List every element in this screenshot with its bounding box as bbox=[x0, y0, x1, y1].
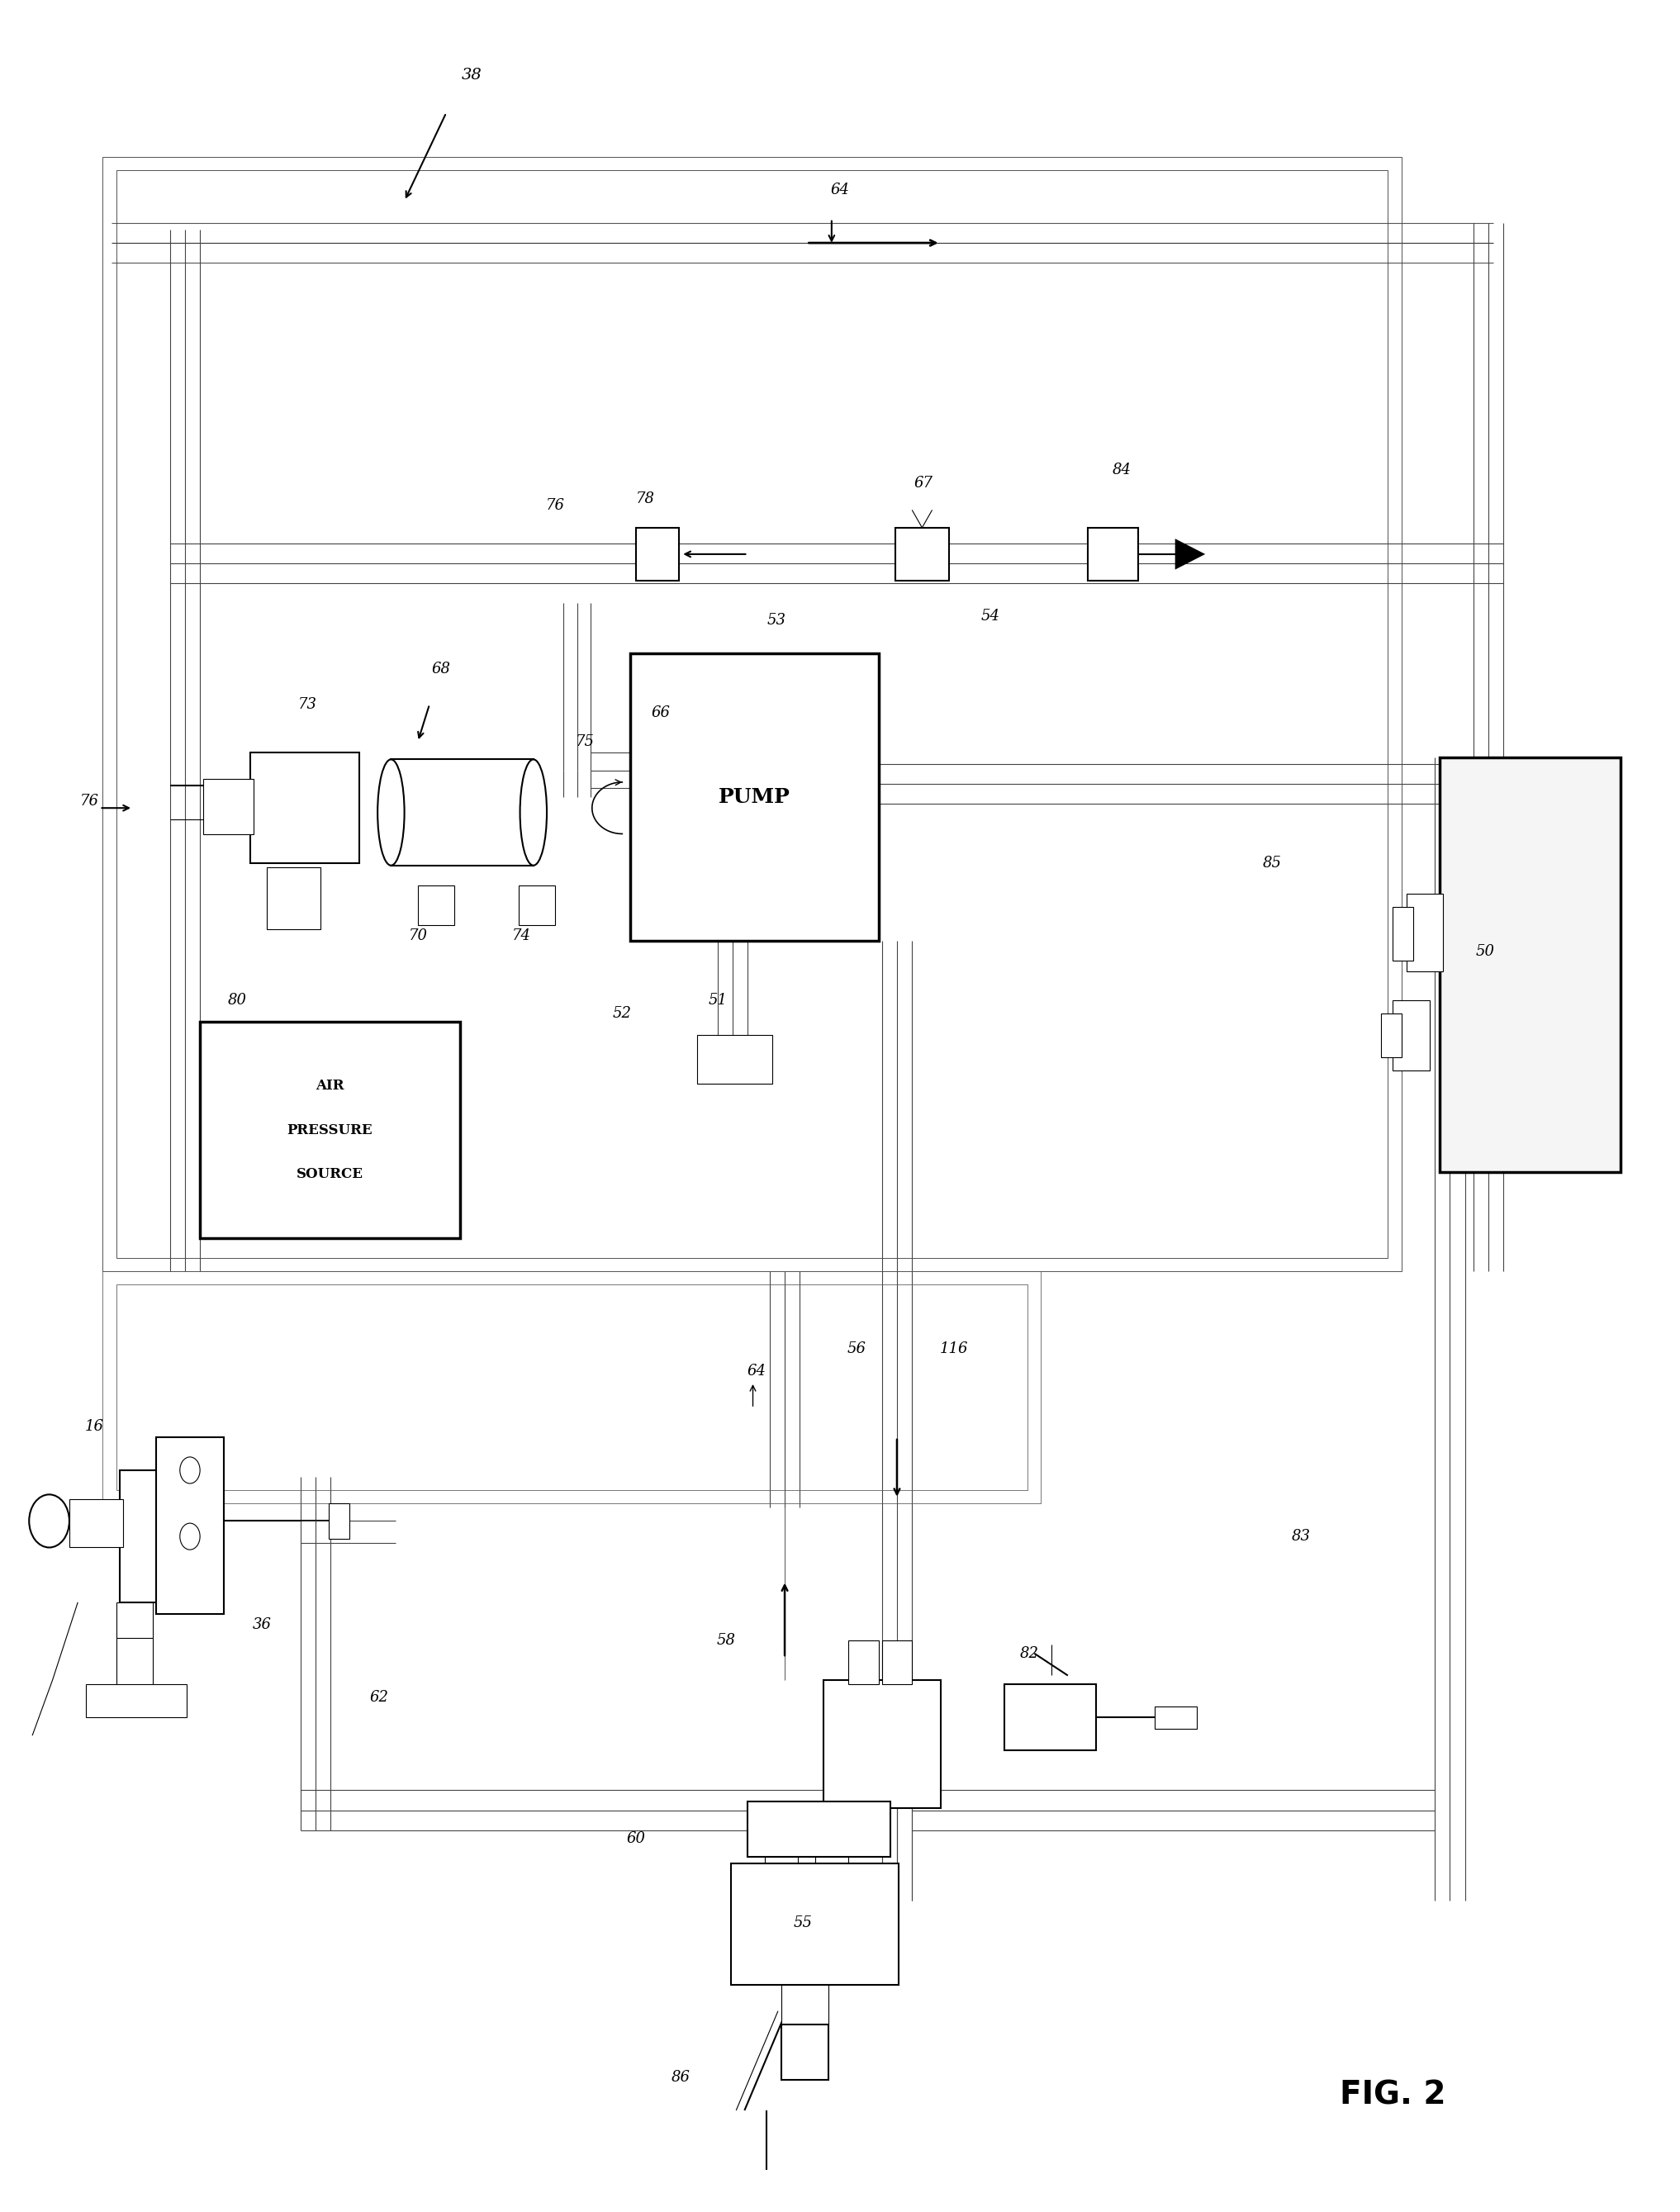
Bar bbox=[86, 1683, 186, 1717]
Text: 16: 16 bbox=[86, 1418, 104, 1433]
Text: 55: 55 bbox=[793, 1916, 813, 1931]
Bar bbox=[764, 1856, 798, 1896]
Bar bbox=[1381, 1013, 1401, 1057]
Bar bbox=[1406, 894, 1443, 971]
Bar bbox=[119, 1471, 200, 1604]
Text: 60: 60 bbox=[627, 1832, 645, 1847]
Bar bbox=[203, 779, 254, 834]
Bar bbox=[1393, 907, 1413, 960]
Bar bbox=[781, 2024, 828, 2079]
Text: 70: 70 bbox=[408, 929, 427, 945]
Text: 73: 73 bbox=[297, 697, 318, 712]
Polygon shape bbox=[1174, 540, 1205, 571]
Text: 78: 78 bbox=[637, 491, 655, 507]
Bar bbox=[418, 885, 455, 925]
Bar bbox=[116, 1604, 153, 1639]
Text: PUMP: PUMP bbox=[719, 787, 790, 807]
Bar bbox=[329, 1504, 349, 1540]
Bar bbox=[731, 1863, 899, 1984]
Text: 76: 76 bbox=[81, 794, 99, 810]
Bar bbox=[200, 1022, 460, 1239]
Ellipse shape bbox=[378, 759, 405, 865]
Bar bbox=[848, 1639, 879, 1683]
Bar bbox=[391, 759, 533, 865]
Bar bbox=[1089, 529, 1139, 580]
Text: 52: 52 bbox=[613, 1006, 632, 1020]
Circle shape bbox=[180, 1524, 200, 1551]
Text: PRESSURE: PRESSURE bbox=[287, 1124, 373, 1137]
Text: 54: 54 bbox=[981, 608, 1000, 624]
Text: 36: 36 bbox=[252, 1617, 272, 1632]
Circle shape bbox=[29, 1495, 69, 1548]
Bar bbox=[697, 1035, 773, 1084]
Bar bbox=[748, 1801, 890, 1856]
Bar bbox=[630, 653, 879, 940]
Bar bbox=[1440, 757, 1621, 1172]
Text: 64: 64 bbox=[746, 1363, 766, 1378]
Text: 68: 68 bbox=[432, 661, 450, 677]
Text: AIR: AIR bbox=[316, 1079, 344, 1093]
Text: 85: 85 bbox=[1263, 856, 1282, 872]
Bar bbox=[895, 529, 949, 580]
Bar bbox=[1154, 1705, 1196, 1728]
Bar bbox=[69, 1500, 123, 1548]
Bar bbox=[815, 1856, 848, 1896]
Text: 64: 64 bbox=[830, 184, 850, 197]
Text: 50: 50 bbox=[1475, 945, 1495, 960]
Circle shape bbox=[180, 1458, 200, 1484]
Text: 75: 75 bbox=[576, 734, 595, 750]
Bar bbox=[882, 1639, 912, 1683]
Bar bbox=[267, 867, 321, 929]
Text: 86: 86 bbox=[672, 2070, 690, 2084]
Text: 116: 116 bbox=[939, 1340, 968, 1356]
Text: 83: 83 bbox=[1292, 1528, 1310, 1544]
Text: 66: 66 bbox=[652, 706, 670, 721]
Bar bbox=[116, 170, 1388, 1259]
Bar bbox=[1393, 1000, 1430, 1071]
Bar bbox=[823, 1679, 941, 1807]
Bar bbox=[250, 752, 360, 863]
Bar bbox=[102, 157, 1401, 1272]
Text: 67: 67 bbox=[914, 476, 934, 491]
Text: 82: 82 bbox=[1020, 1646, 1038, 1661]
Text: 84: 84 bbox=[1112, 462, 1131, 478]
Text: 51: 51 bbox=[709, 993, 727, 1006]
Bar bbox=[156, 1438, 223, 1615]
Bar bbox=[781, 1984, 828, 2024]
Text: 56: 56 bbox=[847, 1340, 867, 1356]
Bar bbox=[519, 885, 554, 925]
Ellipse shape bbox=[521, 759, 546, 865]
Bar bbox=[635, 529, 679, 580]
Text: SOURCE: SOURCE bbox=[296, 1168, 363, 1181]
Bar bbox=[102, 1272, 1042, 1504]
Text: 53: 53 bbox=[766, 613, 786, 628]
Text: FIG. 2: FIG. 2 bbox=[1341, 2079, 1446, 2110]
Bar bbox=[1005, 1683, 1097, 1750]
Text: 58: 58 bbox=[717, 1632, 736, 1648]
Text: 38: 38 bbox=[462, 69, 482, 82]
Text: 80: 80 bbox=[227, 993, 247, 1006]
Text: 74: 74 bbox=[512, 929, 531, 945]
Text: 76: 76 bbox=[546, 498, 564, 513]
Text: 62: 62 bbox=[370, 1690, 388, 1705]
Bar bbox=[116, 1285, 1028, 1491]
